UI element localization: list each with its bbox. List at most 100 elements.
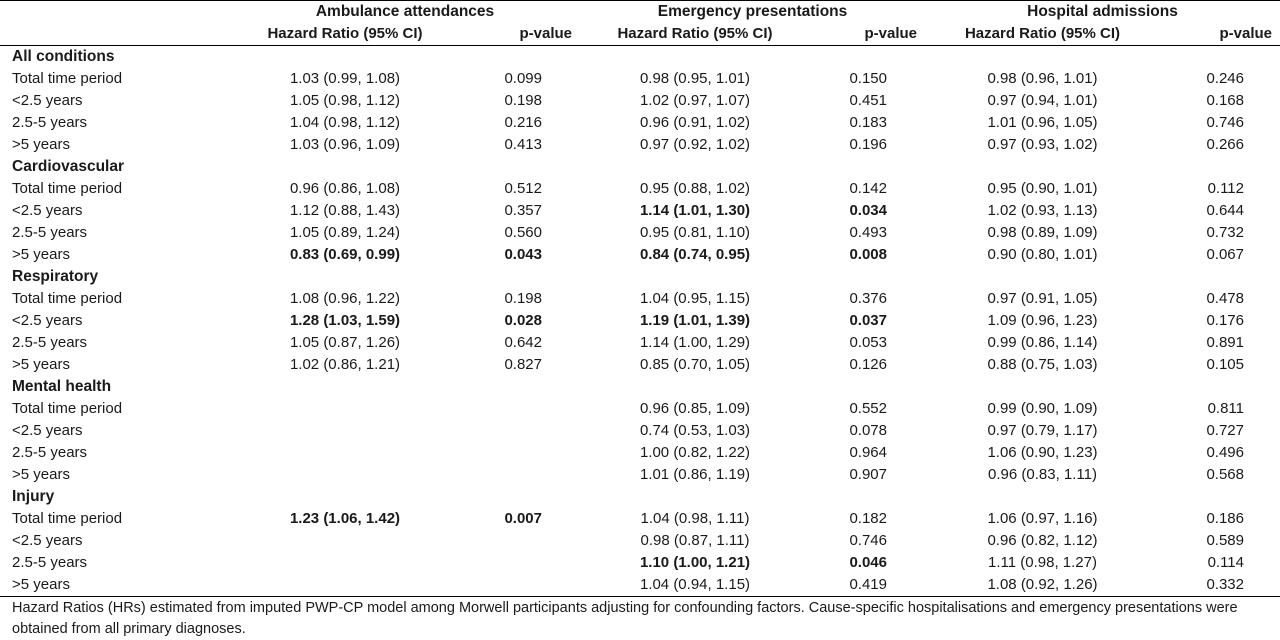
hospital-p-cell: 0.332 bbox=[1160, 574, 1280, 597]
ambulance-p-cell: 0.413 bbox=[504, 136, 542, 153]
hospital-p-cell: 0.067 bbox=[1206, 246, 1244, 263]
ambulance-hr-cell: 1.05 (0.98, 1.12) bbox=[289, 92, 401, 109]
hospital-p-cell: 0.589 bbox=[1206, 532, 1244, 549]
corner-cell bbox=[0, 1, 230, 23]
emergency-hr-cell: 0.96 (0.91, 1.02) bbox=[639, 114, 751, 131]
section-row: All conditions bbox=[0, 46, 1280, 69]
emergency-hr-cell: 0.98 (0.87, 1.11) bbox=[640, 532, 750, 549]
table-row: <2.5 years 1.28 (1.03, 1.59) 0.028 1.19 (1.… bbox=[0, 310, 1280, 332]
hospital-hr-cell: 0.99 (0.86, 1.14) bbox=[987, 334, 1098, 351]
emergency-hr-cell: 0.96 (0.85, 1.09) bbox=[639, 400, 751, 417]
emergency-hr-cell: 1.02 (0.97, 1.07) bbox=[639, 92, 751, 109]
hospital-hr-cell: 1.02 (0.93, 1.13) bbox=[987, 202, 1098, 219]
hospital-hr-cell: 0.90 (0.80, 1.01) bbox=[987, 246, 1098, 263]
ambulance-p-cell bbox=[460, 464, 580, 486]
emergency-hr-cell: 1.14 (1.00, 1.29) bbox=[639, 334, 751, 351]
column-header-p: p-value bbox=[810, 23, 925, 46]
emergency-hr-cell: 0.95 (0.81, 1.10) bbox=[639, 224, 751, 241]
ambulance-p-cell: 0.216 bbox=[504, 114, 542, 131]
table-row: <2.5 years 1.12 (0.88, 1.43) 0.357 1.14 (1.… bbox=[0, 200, 1280, 222]
ambulance-p-cell bbox=[460, 398, 580, 420]
ambulance-p-cell: 0.198 bbox=[504, 92, 542, 109]
hospital-p-cell: 0.112 bbox=[1207, 180, 1244, 197]
hospital-hr-cell: 0.98 (0.96, 1.01) bbox=[987, 70, 1098, 87]
section-row: Cardiovascular bbox=[0, 156, 1280, 178]
emergency-hr-cell: 1.04 (0.95, 1.15) bbox=[639, 290, 751, 307]
emergency-hr-cell: 1.14 (1.01, 1.30) bbox=[639, 202, 751, 219]
table-row: >5 years 1.03 (0.96, 1.09) 0.413 0.97 (0.92… bbox=[0, 134, 1280, 156]
table-row: >5 years 1.02 (0.86, 1.21) 0.827 0.85 (0.70… bbox=[0, 354, 1280, 376]
row-label: Total time period bbox=[12, 290, 123, 307]
table-row: 2.5-5 years 1.05 (0.87, 1.26) 0.642 1.14 (1… bbox=[0, 332, 1280, 354]
ambulance-hr-cell bbox=[230, 420, 460, 442]
corner-cell-sub bbox=[0, 23, 230, 46]
ambulance-p-cell: 0.357 bbox=[504, 202, 542, 219]
hospital-p-cell: 0.727 bbox=[1206, 422, 1244, 439]
table-row: <2.5 years 1.05 (0.98, 1.12) 0.198 1.02 (0.… bbox=[0, 90, 1280, 112]
ambulance-hr-cell: 1.05 (0.87, 1.26) bbox=[289, 334, 401, 351]
hospital-p-cell: 0.811 bbox=[1207, 400, 1244, 417]
emergency-p-cell: 0.376 bbox=[849, 290, 887, 307]
ambulance-hr-cell: 1.23 (1.06, 1.42) bbox=[289, 510, 401, 527]
hospital-p-cell: 0.746 bbox=[1206, 114, 1244, 131]
table-row: 2.5-5 years 1.05 (0.89, 1.24) 0.560 0.95 (0… bbox=[0, 222, 1280, 244]
row-label: >5 years bbox=[0, 574, 230, 597]
emergency-hr-cell: 0.98 (0.95, 1.01) bbox=[639, 70, 751, 87]
row-label: >5 years bbox=[12, 136, 70, 153]
ambulance-p-cell bbox=[460, 574, 580, 597]
row-label: >5 years bbox=[12, 356, 70, 373]
column-header-hr: Hazard Ratio (95% CI) bbox=[580, 23, 810, 46]
section-title: Cardiovascular bbox=[12, 158, 124, 175]
column-header-p: p-value bbox=[460, 23, 580, 46]
row-label: <2.5 years bbox=[12, 202, 83, 219]
column-header-hr: Hazard Ratio (95% CI) bbox=[925, 23, 1160, 46]
ambulance-p-cell: 0.198 bbox=[504, 290, 542, 307]
row-label: Total time period bbox=[12, 180, 123, 197]
section-title: Injury bbox=[12, 488, 55, 505]
emergency-hr-cell: 0.97 (0.92, 1.02) bbox=[639, 136, 751, 153]
hospital-hr-cell: 1.06 (0.90, 1.23) bbox=[987, 444, 1098, 461]
emergency-p-cell: 0.746 bbox=[849, 532, 887, 549]
row-label: 2.5-5 years bbox=[12, 554, 88, 571]
section-title: Mental health bbox=[12, 378, 112, 395]
emergency-hr-cell: 1.04 (0.98, 1.11) bbox=[640, 510, 750, 527]
row-label: 2.5-5 years bbox=[12, 114, 88, 131]
emergency-p-cell: 0.046 bbox=[849, 554, 887, 571]
group-header-emergency: Emergency presentations bbox=[657, 3, 848, 20]
row-label: Total time period bbox=[12, 70, 123, 87]
ambulance-hr-cell bbox=[230, 398, 460, 420]
hospital-hr-cell: 1.01 (0.96, 1.05) bbox=[987, 114, 1098, 131]
ambulance-hr-cell bbox=[230, 530, 460, 552]
hospital-hr-cell: 1.09 (0.96, 1.23) bbox=[987, 312, 1098, 329]
ambulance-hr-cell bbox=[230, 552, 460, 574]
hospital-p-cell: 0.496 bbox=[1206, 444, 1244, 461]
ambulance-hr-cell bbox=[230, 442, 460, 464]
hospital-hr-cell: 0.97 (0.79, 1.17) bbox=[987, 422, 1098, 439]
emergency-p-cell: 0.034 bbox=[849, 202, 887, 219]
ambulance-p-cell bbox=[460, 420, 580, 442]
ambulance-hr-cell: 0.96 (0.86, 1.08) bbox=[289, 180, 401, 197]
ambulance-p-cell bbox=[460, 442, 580, 464]
column-header-hr: Hazard Ratio (95% CI) bbox=[230, 23, 460, 46]
emergency-p-cell: 0.451 bbox=[849, 92, 887, 109]
table-row: <2.5 years 0.98 (0.87, 1.11) 0.746 0.96 (0.… bbox=[0, 530, 1280, 552]
hazard-ratio-table: Ambulance attendances Emergency presenta… bbox=[0, 0, 1280, 597]
table-row: >5 years 0.83 (0.69, 0.99) 0.043 0.84 (0.74… bbox=[0, 244, 1280, 266]
table-footnote: Hazard Ratios (HRs) estimated from imput… bbox=[12, 600, 1238, 637]
ambulance-hr-cell: 1.12 (0.88, 1.43) bbox=[289, 202, 401, 219]
hospital-p-cell: 0.568 bbox=[1206, 466, 1244, 483]
hospital-p-cell: 0.168 bbox=[1206, 92, 1244, 109]
ambulance-p-cell: 0.099 bbox=[504, 70, 542, 87]
emergency-hr-cell: 0.74 (0.53, 1.03) bbox=[639, 422, 751, 439]
emergency-p-cell: 0.182 bbox=[849, 510, 887, 527]
row-label: Total time period bbox=[12, 400, 123, 417]
table-row: Total time period 1.08 (0.96, 1.22) 0.198 1… bbox=[0, 288, 1280, 310]
table-row: Total time period 1.03 (0.99, 1.08) 0.099 0… bbox=[0, 68, 1280, 90]
emergency-hr-cell: 1.01 (0.86, 1.19) bbox=[639, 466, 751, 483]
section-row: Respiratory bbox=[0, 266, 1280, 288]
row-label: 2.5-5 years bbox=[12, 444, 88, 461]
row-label: <2.5 years bbox=[12, 92, 83, 109]
ambulance-p-cell bbox=[460, 552, 580, 574]
ambulance-p-cell: 0.043 bbox=[504, 246, 542, 263]
